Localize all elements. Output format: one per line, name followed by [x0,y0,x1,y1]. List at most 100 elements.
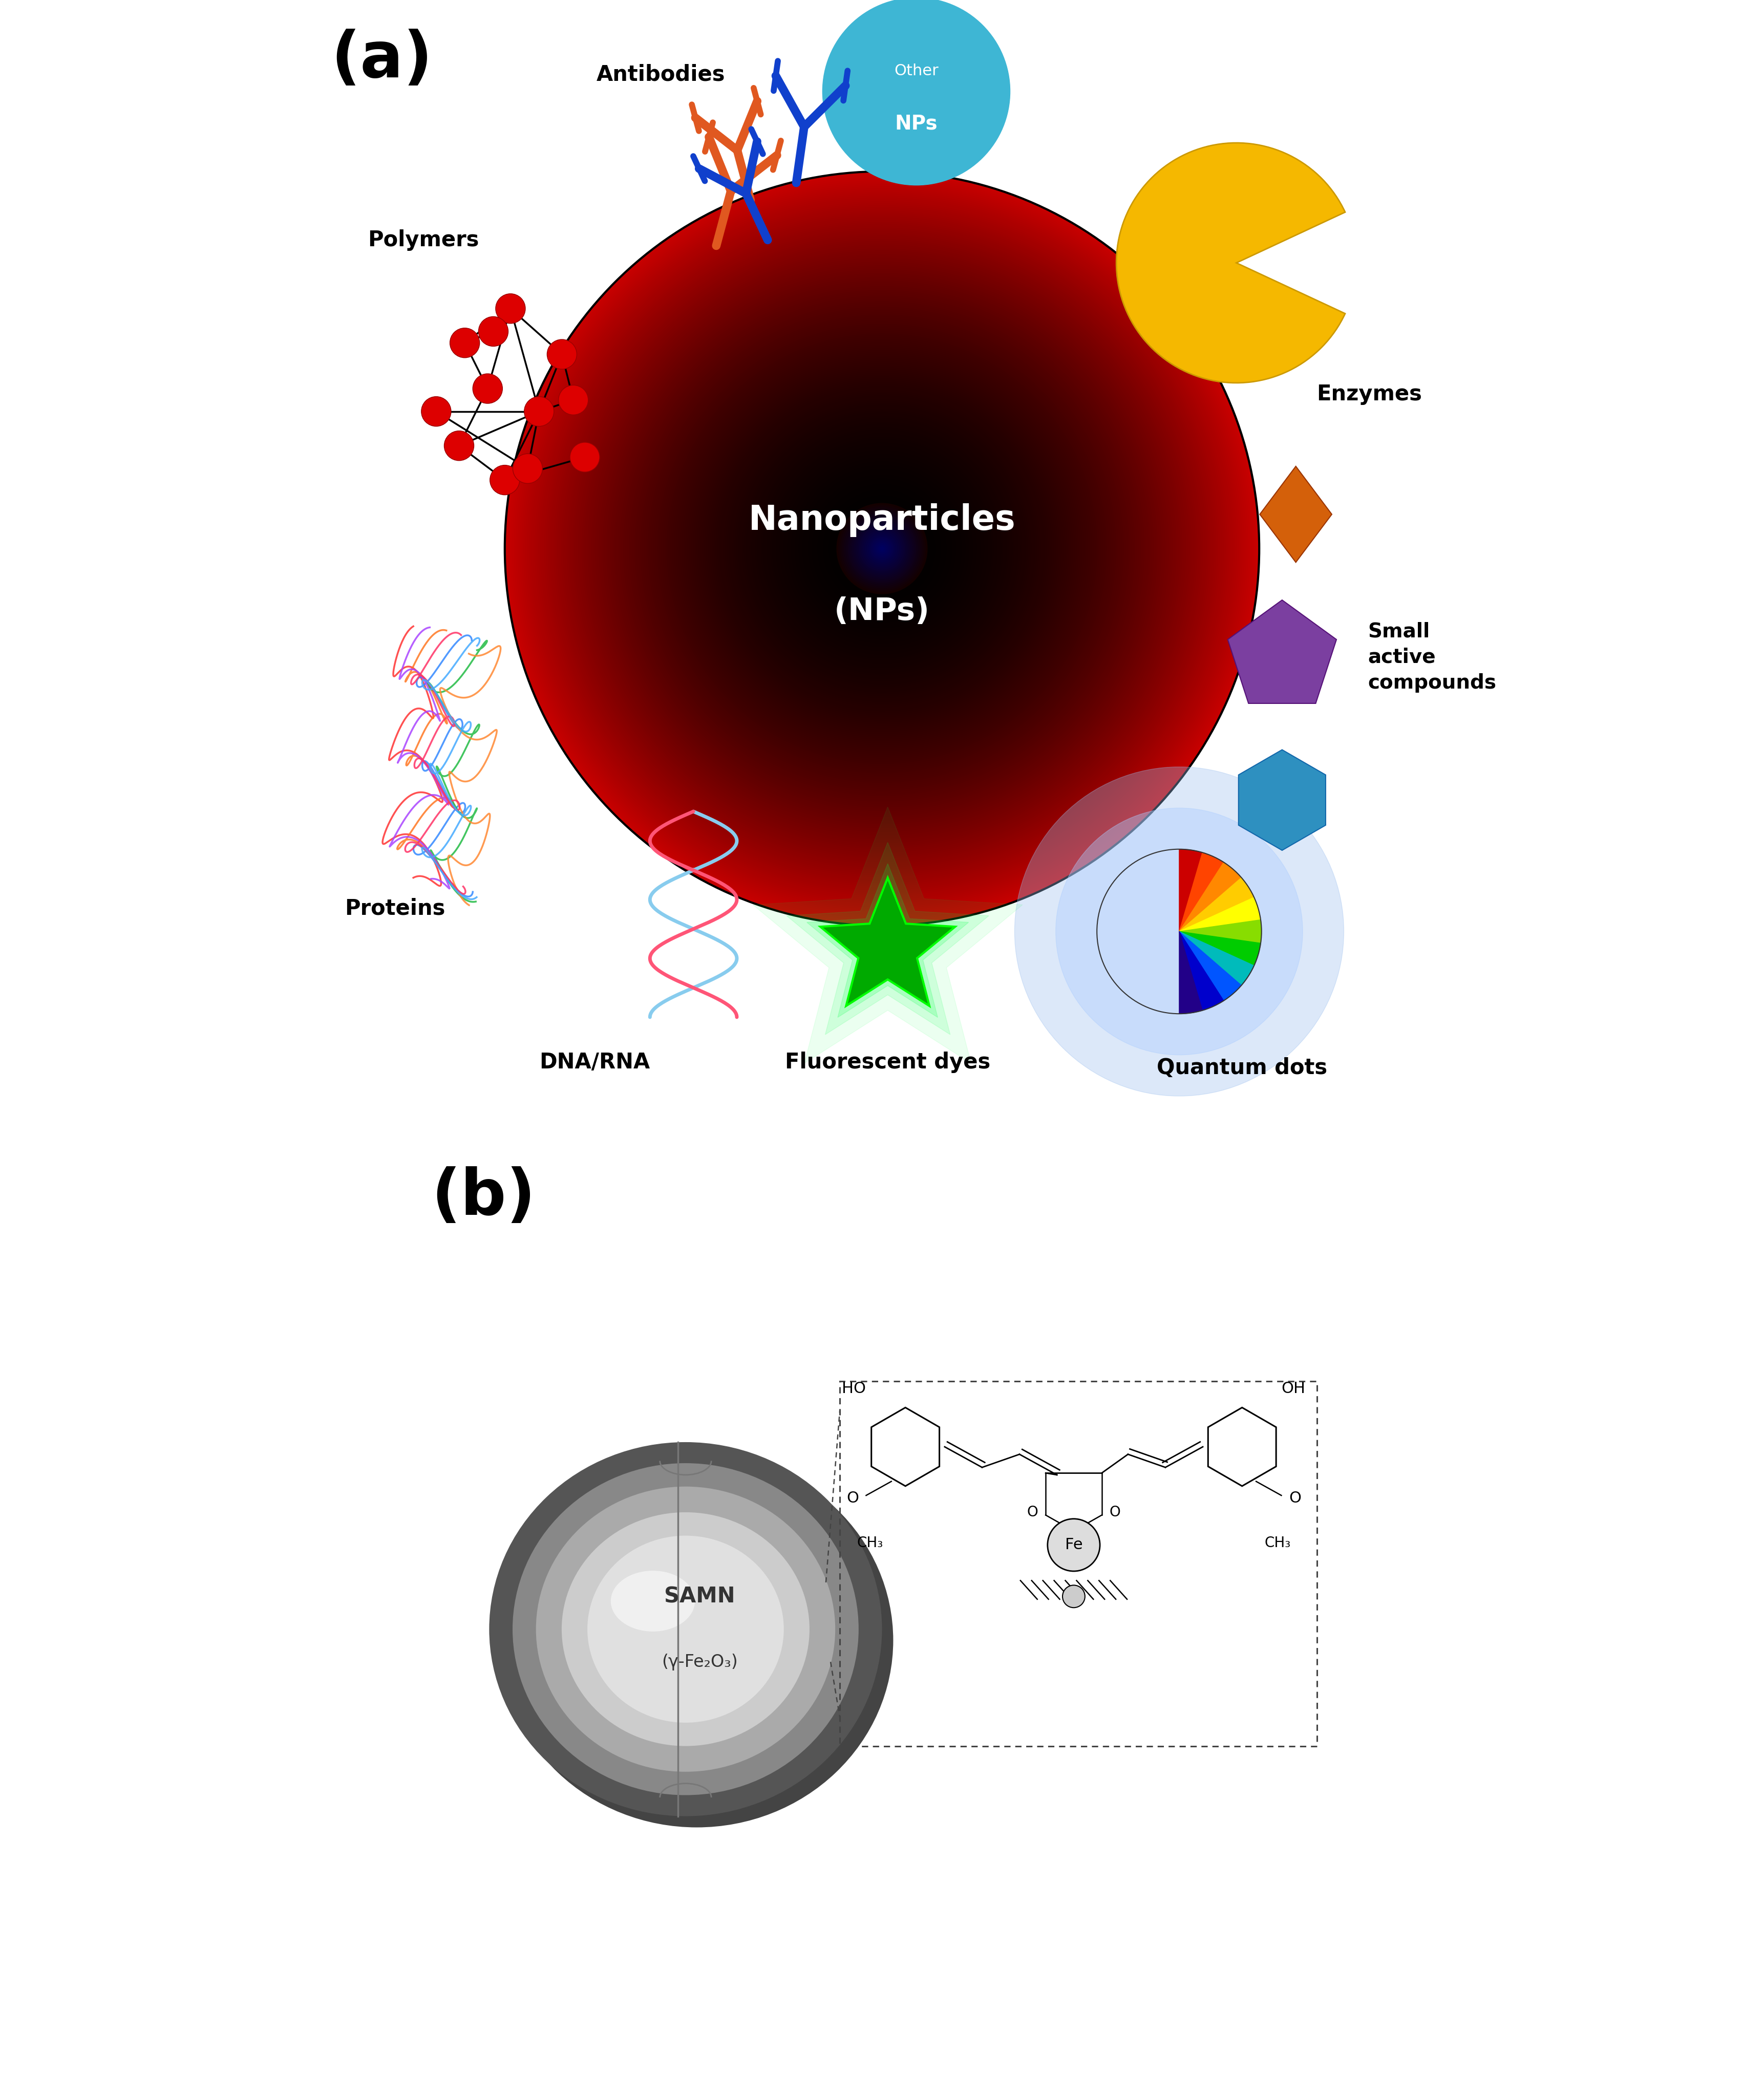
Circle shape [774,441,990,657]
Circle shape [834,501,930,596]
Circle shape [817,482,947,615]
Polygon shape [1238,750,1327,850]
Circle shape [831,497,933,601]
Circle shape [519,185,1245,912]
Circle shape [478,316,508,347]
Circle shape [550,216,1214,881]
Circle shape [422,397,452,426]
Circle shape [878,544,886,553]
Circle shape [709,376,1055,721]
Wedge shape [1178,931,1203,1014]
Circle shape [582,249,1182,848]
Wedge shape [1178,877,1254,931]
Circle shape [713,378,1051,719]
Circle shape [508,175,1256,923]
Wedge shape [1178,850,1203,931]
Polygon shape [1228,601,1337,702]
Circle shape [870,536,894,561]
Circle shape [702,370,1062,727]
Circle shape [875,540,889,557]
Circle shape [670,337,1094,761]
Circle shape [561,229,1203,869]
Circle shape [506,172,1258,925]
Circle shape [602,268,1162,829]
Circle shape [711,376,1053,721]
Wedge shape [1178,862,1242,931]
Circle shape [612,278,1152,819]
Circle shape [557,224,1207,873]
Circle shape [587,254,1177,844]
Circle shape [642,310,1122,788]
Text: HO: HO [841,1382,866,1396]
Wedge shape [1178,852,1224,931]
Circle shape [517,183,1247,914]
Circle shape [635,301,1129,796]
Circle shape [617,285,1147,812]
Circle shape [759,426,1005,671]
Circle shape [836,503,928,594]
Polygon shape [753,806,1023,1064]
Text: O: O [1027,1504,1039,1519]
Circle shape [632,297,1132,800]
Circle shape [880,547,884,551]
Circle shape [716,382,1048,715]
Text: SAMN: SAMN [663,1586,736,1606]
Circle shape [598,264,1166,833]
Circle shape [826,492,938,605]
Circle shape [838,505,926,592]
Circle shape [753,420,1011,677]
Circle shape [863,530,901,567]
Circle shape [654,320,1110,777]
Circle shape [640,308,1124,790]
Circle shape [524,191,1240,906]
Wedge shape [1178,931,1224,1010]
Circle shape [723,391,1041,707]
Circle shape [822,488,942,609]
Circle shape [639,305,1125,792]
Circle shape [691,357,1073,740]
Polygon shape [1259,465,1332,563]
Circle shape [649,316,1115,781]
Circle shape [559,227,1205,871]
Circle shape [496,293,526,324]
Circle shape [864,532,900,565]
Circle shape [764,430,1000,667]
Circle shape [559,384,587,416]
Circle shape [725,393,1039,704]
Circle shape [589,256,1175,842]
Circle shape [624,291,1140,806]
Circle shape [829,497,935,601]
Circle shape [714,380,1050,717]
Circle shape [512,179,1252,918]
Circle shape [450,328,480,357]
Circle shape [797,463,967,634]
Ellipse shape [513,1463,859,1795]
Text: CH₃: CH₃ [857,1536,884,1550]
Wedge shape [1178,921,1261,943]
Circle shape [801,468,963,630]
Circle shape [827,495,937,603]
Circle shape [646,314,1118,783]
Circle shape [656,322,1108,775]
Circle shape [783,451,981,646]
Circle shape [490,465,520,495]
Circle shape [580,247,1184,850]
Circle shape [579,245,1185,852]
Circle shape [859,526,905,571]
Circle shape [871,538,893,559]
Circle shape [619,287,1145,810]
Circle shape [684,351,1080,746]
Circle shape [473,374,503,403]
Circle shape [593,260,1171,837]
Circle shape [734,399,1030,698]
Circle shape [699,366,1065,731]
Circle shape [757,424,1007,673]
Circle shape [653,318,1111,779]
Circle shape [570,235,1194,862]
Wedge shape [1178,931,1254,985]
Circle shape [603,270,1161,827]
Circle shape [810,478,954,619]
Wedge shape [1117,143,1346,382]
Circle shape [529,195,1235,902]
Circle shape [773,438,991,659]
